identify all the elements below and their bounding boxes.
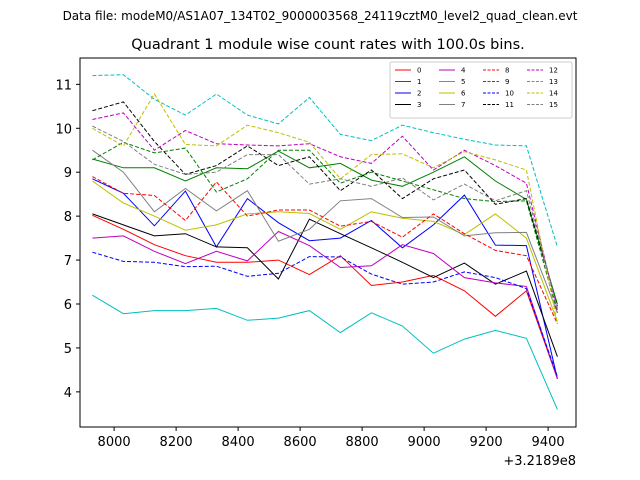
legend-box (389, 61, 573, 119)
series-line-11 (92, 101, 558, 307)
legend-label-7: 7 (461, 101, 465, 109)
legend-label-12: 12 (549, 67, 558, 75)
x-tick-label: 8200 (160, 435, 193, 450)
series-line-1 (92, 150, 558, 305)
series-line-8 (92, 176, 558, 325)
y-tick-label: 5 (64, 342, 72, 357)
x-tick-label: 8600 (284, 435, 317, 450)
x-tick-label: 8400 (222, 435, 255, 450)
legend-label-9: 9 (505, 78, 509, 86)
series-line-0 (92, 214, 558, 379)
y-tick-label: 11 (55, 78, 72, 93)
x-tick-label: 9000 (408, 435, 441, 450)
series-line-15 (92, 125, 558, 309)
series-line-9 (92, 141, 558, 313)
series-line-13 (92, 74, 558, 248)
y-tick-label: 8 (64, 210, 72, 225)
series-lines (92, 74, 558, 410)
x-tick-label: 9200 (470, 435, 503, 450)
x-tick-label: 8000 (98, 435, 131, 450)
legend-label-8: 8 (505, 67, 509, 75)
legend-label-11: 11 (505, 101, 514, 109)
y-tick-label: 4 (64, 386, 72, 401)
series-line-10 (92, 251, 558, 377)
series-line-6 (92, 180, 558, 322)
legend-label-13: 13 (549, 78, 558, 86)
legend-label-0: 0 (417, 67, 421, 75)
x-tick-label: 9400 (532, 435, 565, 450)
series-line-3 (92, 213, 558, 357)
legend-label-2: 2 (417, 90, 421, 98)
y-tick-label: 6 (64, 298, 72, 313)
series-line-4 (92, 230, 558, 379)
series-line-12 (92, 112, 558, 311)
y-tick-label: 7 (64, 254, 72, 269)
legend-label-3: 3 (417, 101, 421, 109)
chart-title: Quadrant 1 module wise count rates with … (131, 37, 525, 53)
series-line-7 (92, 149, 558, 313)
plot-frame (79, 57, 577, 428)
legend-label-10: 10 (505, 90, 514, 98)
x-tick-label: 8800 (346, 435, 379, 450)
legend-label-6: 6 (461, 90, 466, 98)
series-line-5 (92, 294, 558, 410)
x-offset-label: +3.2189e8 (503, 454, 576, 469)
y-tick-label: 10 (55, 122, 72, 137)
legend-label-1: 1 (417, 78, 421, 86)
legend-label-5: 5 (461, 78, 465, 86)
file-header: Data file: modeM0/AS1A07_134T02_90000035… (63, 9, 578, 23)
y-tick-label: 9 (64, 166, 72, 181)
legend-label-4: 4 (461, 67, 466, 75)
series-line-14 (92, 93, 558, 324)
legend-label-15: 15 (549, 101, 558, 109)
legend-label-14: 14 (549, 90, 558, 98)
axes: 8000 8200 8400 8600 8800 9000 9200 9400 4 5 6 7 8 9 10… (55, 78, 564, 450)
